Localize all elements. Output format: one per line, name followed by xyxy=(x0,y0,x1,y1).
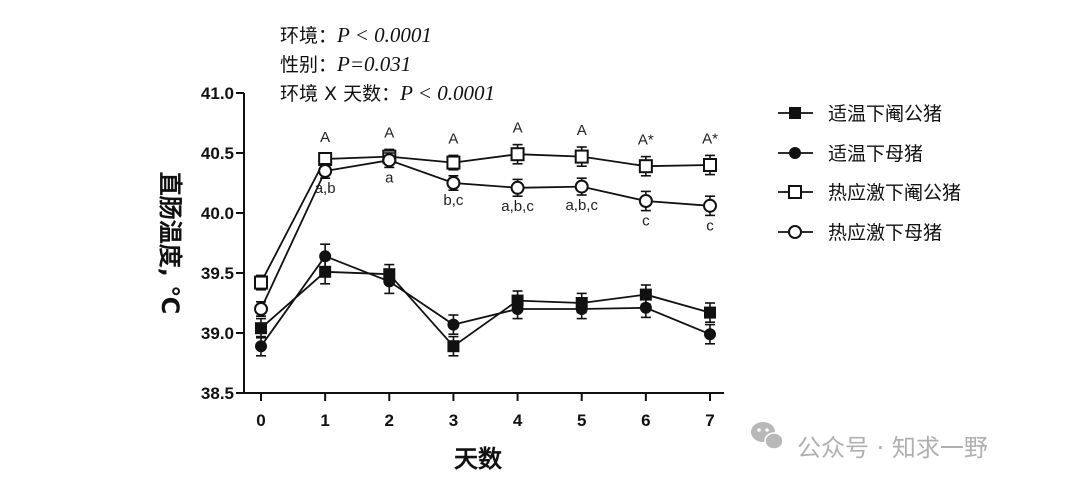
legend-marker xyxy=(788,185,802,199)
upper-sig-label: A* xyxy=(702,130,718,147)
data-point xyxy=(446,176,461,190)
x-tick-label: 0 xyxy=(256,411,265,430)
data-point xyxy=(638,194,653,208)
data-point xyxy=(446,155,461,170)
watermark: 公众号 · 知求一野 xyxy=(751,422,988,462)
lower-sig-label: c xyxy=(642,213,650,230)
wechat-icon-bubble-small xyxy=(764,432,784,450)
legend-label: 适温下母猪 xyxy=(828,143,923,165)
y-tick-label: 39.5 xyxy=(201,264,234,283)
data-point xyxy=(382,153,397,168)
y-tick-label: 38.5 xyxy=(201,384,234,403)
series-line xyxy=(260,153,711,284)
data-point xyxy=(574,149,589,164)
x-tick-label: 4 xyxy=(513,411,523,430)
data-point xyxy=(383,275,396,288)
upper-sig-label: A xyxy=(513,120,523,137)
upper-sig-label: A xyxy=(384,124,394,141)
legend-item: 适温下母猪 xyxy=(778,143,923,165)
significance-annotations: A A A A A A* A* a,b a b,c a,b,c a,b,c c c xyxy=(315,120,718,235)
x-tick-label: 1 xyxy=(320,411,329,430)
series-line xyxy=(260,255,711,347)
lower-sig-label: b,c xyxy=(443,192,464,209)
legend-marker xyxy=(789,107,801,119)
x-tick-label: 7 xyxy=(705,411,714,430)
legend-label: 适温下阉公猪 xyxy=(828,103,942,125)
data-point xyxy=(703,158,717,172)
data-point xyxy=(575,303,588,315)
legend-item: 适温下阉公猪 xyxy=(778,103,942,125)
stat-label: 性别： xyxy=(280,54,337,76)
series-2 xyxy=(255,243,716,357)
legend-item: 热应激下母猪 xyxy=(778,222,942,244)
data-point xyxy=(255,322,267,335)
lower-sig-label: a,b,c xyxy=(565,197,598,214)
data-point xyxy=(510,147,525,162)
data-point xyxy=(255,340,267,353)
stat-label: 环境： xyxy=(280,25,337,47)
stat-label: 环境 X 天数： xyxy=(280,83,400,105)
wechat-icon xyxy=(751,422,784,450)
watermark-text: 公众号 · 知求一野 xyxy=(797,434,988,462)
data-point xyxy=(318,164,333,178)
stat-p-value: P < 0.0001 xyxy=(336,23,432,47)
data-point xyxy=(511,303,524,315)
y-tick-label: 39.0 xyxy=(201,324,234,343)
upper-sig-label: A xyxy=(320,129,330,146)
y-axis-title: 直肠温度, ℃ xyxy=(156,172,184,315)
lower-sig-label: c xyxy=(706,217,714,234)
upper-sig-label: A* xyxy=(638,132,654,149)
data-point xyxy=(574,179,589,194)
lower-sig-label: a xyxy=(385,169,394,186)
legend-label: 热应激下母猪 xyxy=(828,222,942,244)
stat-line: 性别：P=0.031 xyxy=(280,52,411,76)
series-line xyxy=(260,270,711,348)
legend-marker xyxy=(789,147,801,159)
series-line xyxy=(260,159,711,310)
y-tick-label: 40.5 xyxy=(201,144,234,163)
data-point xyxy=(447,318,460,331)
data-point xyxy=(703,198,717,213)
data-point xyxy=(704,306,716,319)
series xyxy=(254,143,717,357)
x-tick-label: 2 xyxy=(385,411,394,430)
data-point xyxy=(510,180,525,195)
stat-p-value: P=0.031 xyxy=(336,52,411,76)
wechat-icon-eye xyxy=(757,428,761,432)
data-point xyxy=(254,302,268,316)
legend-item: 热应激下阉公猪 xyxy=(778,182,961,204)
upper-sig-label: A xyxy=(577,122,587,139)
data-point xyxy=(447,340,460,353)
x-tick-label: 5 xyxy=(577,411,586,430)
data-point xyxy=(639,301,652,314)
lower-sig-label: a,b xyxy=(315,180,336,197)
axes: 38.5 39.0 39.5 40.0 40.5 41.0 0 1 2 3 4 5 6 7 天数 直肠温度, … xyxy=(156,84,724,473)
lower-sig-label: a,b,c xyxy=(501,198,534,215)
stat-line: 环境 X 天数：P < 0.0001 xyxy=(280,81,495,105)
x-axis-title: 天数 xyxy=(454,445,503,473)
data-point xyxy=(319,250,332,263)
y-tick-label: 40.0 xyxy=(201,204,234,223)
series-4 xyxy=(254,152,717,318)
data-point xyxy=(704,328,716,341)
stat-p-value: P < 0.0001 xyxy=(399,81,495,105)
stat-line: 环境：P < 0.0001 xyxy=(280,23,432,47)
x-tick-label: 6 xyxy=(641,411,650,430)
x-tick-label: 3 xyxy=(449,411,458,430)
legend-marker xyxy=(788,225,802,239)
data-point xyxy=(254,275,268,290)
upper-sig-label: A xyxy=(448,130,458,147)
data-point xyxy=(638,159,653,174)
legend-label: 热应激下阉公猪 xyxy=(828,182,961,204)
wechat-icon-eye xyxy=(765,428,769,432)
y-tick-label: 41.0 xyxy=(201,84,234,103)
